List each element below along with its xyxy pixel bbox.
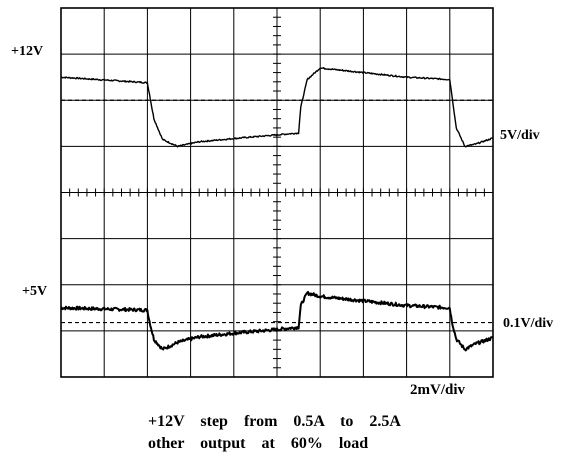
lower-trace [60,290,494,352]
upper-trace [60,66,494,148]
reference-lines [61,99,493,324]
lower-level-label: +5V [22,284,48,299]
time-scale-label: 2mV/div [410,382,466,398]
lower-scale-label: 0.1V/div [503,316,554,331]
graticule-ticks [60,7,494,378]
traces [60,66,494,352]
upper-scale-label: 5V/div [500,128,540,143]
caption-line-1: +12V step from 0.5A to 2.5A [148,413,401,430]
upper-level-label: +12V [11,44,44,59]
caption-line-2: other output at 60% load [148,435,369,452]
oscilloscope-chart [60,7,494,378]
